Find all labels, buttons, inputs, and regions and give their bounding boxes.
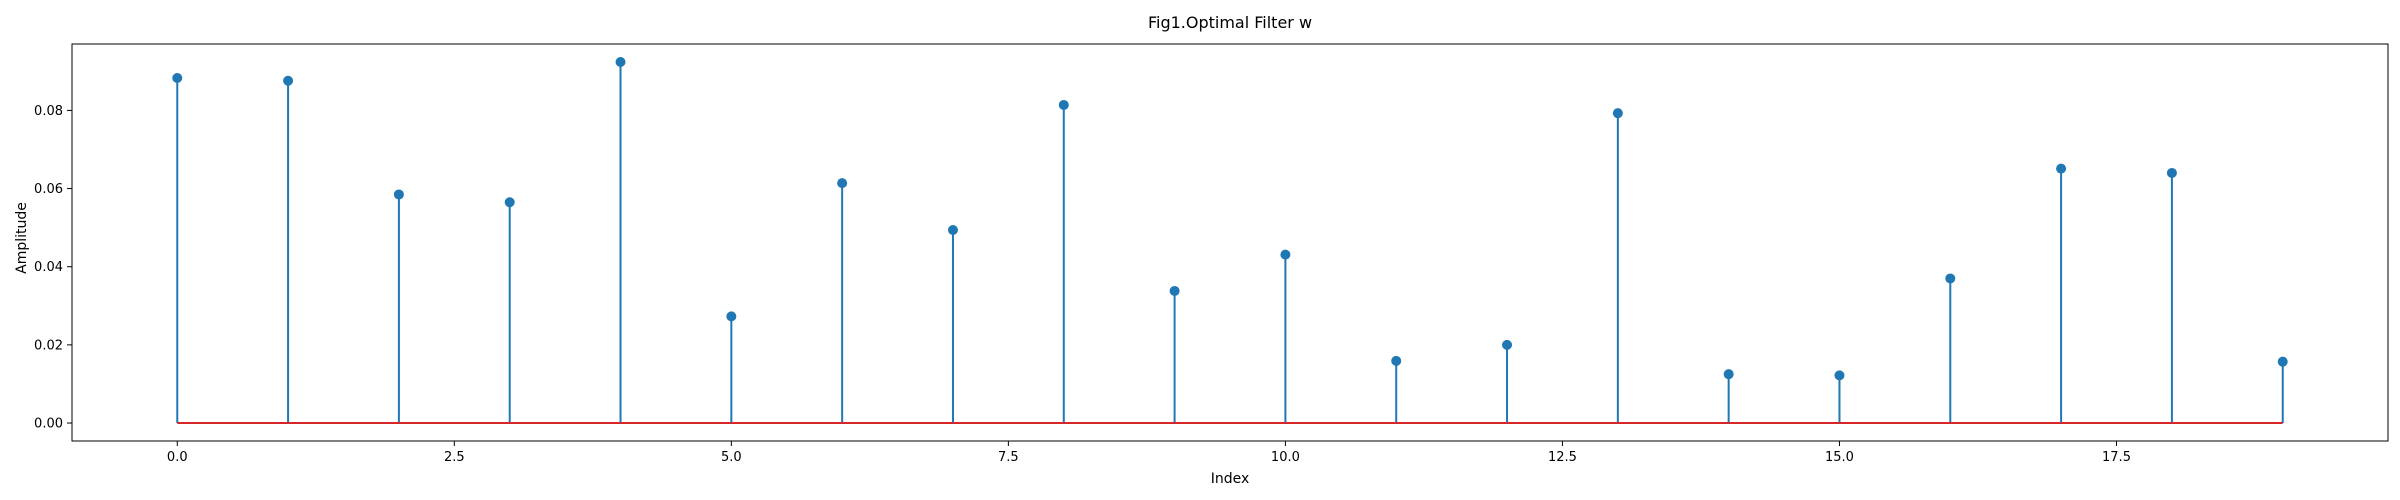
- stem-marker: [393, 189, 404, 200]
- stem-marker: [2277, 356, 2288, 367]
- stem-marker: [1612, 108, 1623, 119]
- x-axis-ticks: 0.0 2.5 5.0 7.5 10.0 12.5 15.0 17.5: [167, 441, 2131, 465]
- x-tick-label: 17.5: [2102, 450, 2131, 465]
- stem-markers: [172, 56, 2288, 381]
- y-axis-ticks: 0.00 0.02 0.04 0.06 0.08: [34, 104, 72, 432]
- plot-frame: [71, 43, 2389, 442]
- stem-marker: [615, 56, 626, 67]
- y-tick-label: 0.08: [34, 104, 63, 119]
- stem-marker: [1945, 273, 1956, 284]
- stem-marker: [1391, 355, 1402, 366]
- x-tick-label: 0.0: [167, 450, 188, 465]
- stem-marker: [1502, 339, 1513, 350]
- stem-marker: [1834, 370, 1845, 381]
- stem-marker: [837, 178, 848, 189]
- stem-marker: [1723, 369, 1734, 380]
- x-tick-label: 7.5: [998, 450, 1019, 465]
- stem-marker: [2166, 167, 2177, 178]
- stem-marker: [1169, 285, 1180, 296]
- stem-marker: [1280, 249, 1291, 260]
- chart-title: Fig1.Optimal Filter w: [1148, 13, 1312, 32]
- stem-marker: [1058, 99, 1069, 110]
- stem-marker: [726, 311, 737, 322]
- x-axis-label: Index: [1211, 471, 1250, 487]
- x-tick-label: 2.5: [444, 450, 465, 465]
- y-tick-label: 0.04: [34, 260, 63, 275]
- y-tick-label: 0.02: [34, 338, 63, 353]
- stem-marker: [283, 75, 294, 86]
- stem-lines: [176, 61, 2284, 424]
- y-tick-label: 0.00: [34, 417, 63, 432]
- stem-marker: [947, 224, 958, 235]
- stem-marker: [504, 197, 515, 208]
- x-tick-label: 12.5: [1548, 450, 1577, 465]
- x-tick-label: 10.0: [1271, 450, 1300, 465]
- x-tick-label: 15.0: [1825, 450, 1854, 465]
- y-axis-label: Amplitude: [14, 202, 30, 274]
- y-tick-label: 0.06: [34, 182, 63, 197]
- stem-marker: [2056, 163, 2067, 174]
- stem-marker: [172, 72, 183, 83]
- x-tick-label: 5.0: [721, 450, 742, 465]
